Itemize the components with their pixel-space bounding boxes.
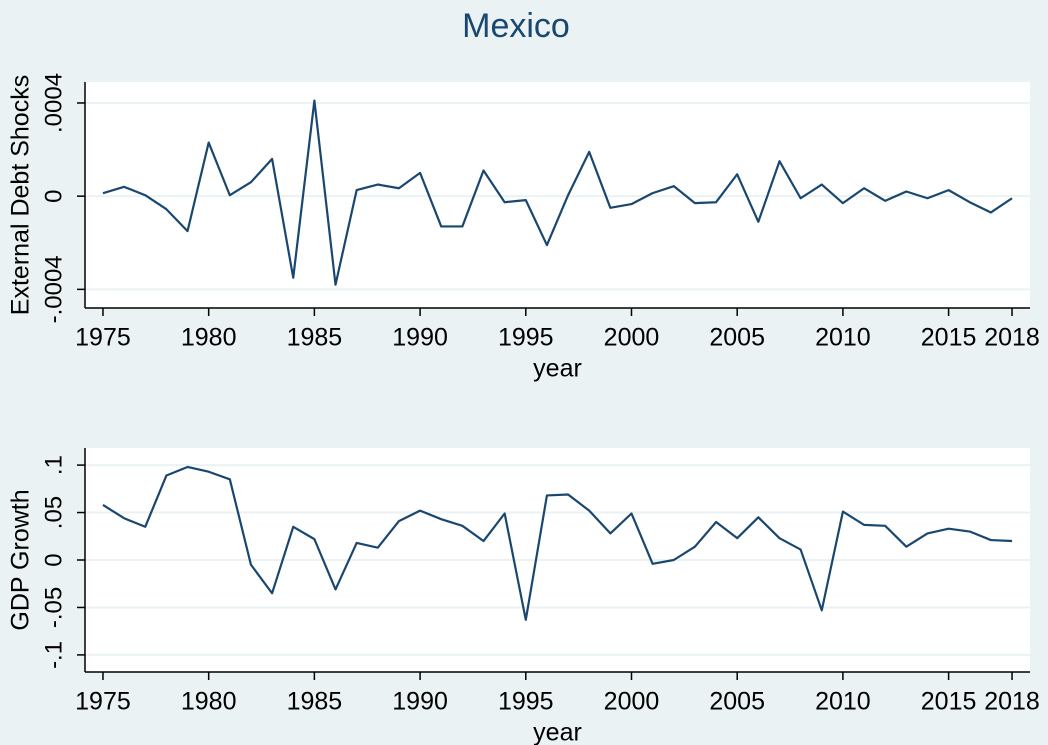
y-tick-label: .0004 bbox=[40, 73, 67, 133]
x-tick-label: 1980 bbox=[181, 324, 237, 352]
x-tick-label: 2000 bbox=[604, 324, 660, 352]
y-axis-title: GDP Growth bbox=[7, 489, 35, 630]
x-tick-label: 1975 bbox=[75, 324, 131, 352]
x-tick-label: 2015 bbox=[921, 324, 977, 352]
x-tick-label: 1980 bbox=[181, 688, 237, 716]
x-tick-label: 1995 bbox=[498, 324, 554, 352]
x-tick-label: 1985 bbox=[287, 324, 343, 352]
x-axis-title: year bbox=[533, 719, 582, 745]
y-tick-label: -.0004 bbox=[40, 255, 67, 323]
y-tick-label: 0 bbox=[40, 553, 67, 566]
y-tick-label: 0 bbox=[40, 189, 67, 202]
x-tick-label: 2015 bbox=[921, 688, 977, 716]
y-tick-label: .05 bbox=[40, 496, 67, 529]
y-tick-label: .1 bbox=[40, 455, 67, 475]
x-tick-label: 1975 bbox=[75, 688, 131, 716]
x-tick-label: 2018 bbox=[984, 324, 1040, 352]
x-tick-label: 1990 bbox=[392, 324, 448, 352]
x-tick-label: 1990 bbox=[392, 688, 448, 716]
x-axis-title: year bbox=[533, 355, 582, 383]
x-tick-label: 2005 bbox=[709, 688, 765, 716]
data-line bbox=[102, 99, 1013, 286]
plot-area bbox=[85, 82, 1030, 308]
y-tick-label: -.05 bbox=[40, 587, 67, 628]
data-line bbox=[102, 465, 1013, 621]
x-tick-label: 1995 bbox=[498, 688, 554, 716]
x-tick-label: 2000 bbox=[604, 688, 660, 716]
chart-title: Mexico bbox=[462, 7, 570, 45]
y-tick-label: -.1 bbox=[40, 641, 67, 669]
x-tick-label: 2010 bbox=[815, 324, 871, 352]
x-tick-label: 2018 bbox=[984, 688, 1040, 716]
x-tick-label: 2005 bbox=[709, 324, 765, 352]
y-axis-title: External Debt Shocks bbox=[7, 75, 35, 315]
x-tick-label: 1985 bbox=[287, 688, 343, 716]
x-tick-label: 2010 bbox=[815, 688, 871, 716]
